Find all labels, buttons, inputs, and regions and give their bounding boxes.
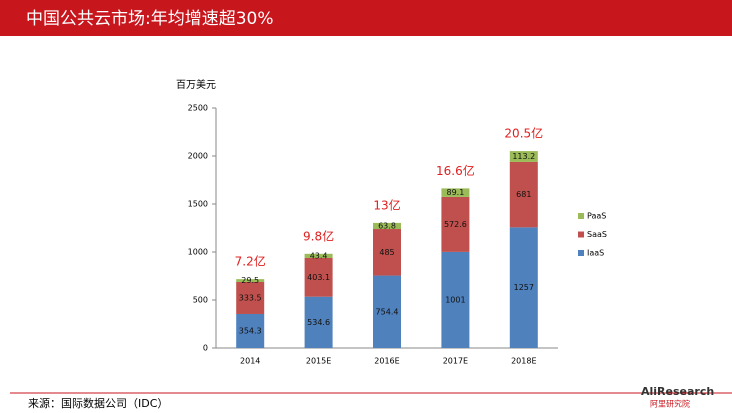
legend-swatch — [578, 213, 584, 219]
x-tick-label: 2014 — [240, 357, 260, 366]
total-annotation: 13亿 — [373, 197, 400, 212]
data-label: 354.3 — [239, 326, 262, 335]
data-label: 403.1 — [307, 273, 330, 282]
legend-swatch — [578, 231, 584, 238]
total-annotation: 7.2亿 — [235, 254, 266, 269]
bar-segment — [304, 253, 333, 258]
legend-label: PaaS — [587, 212, 606, 221]
y-tick-label: 1000 — [188, 248, 208, 257]
bar-segment — [373, 222, 401, 230]
total-annotation: 20.5亿 — [504, 126, 543, 141]
data-label: 43.4 — [310, 251, 328, 260]
bar-segment — [509, 161, 538, 228]
total-annotation: 16.6亿 — [436, 163, 475, 178]
data-label: 1257 — [514, 283, 534, 292]
legend-label: IaaS — [587, 249, 604, 258]
y-tick-label: 500 — [193, 296, 208, 305]
data-label: 754.4 — [376, 307, 399, 316]
data-label: 534.6 — [307, 318, 330, 327]
bar-segment — [509, 227, 538, 348]
data-label: 113.2 — [512, 152, 535, 161]
data-label: 572.6 — [444, 220, 467, 229]
bar-segment — [236, 313, 265, 348]
bar-segment — [441, 251, 470, 348]
data-label: 63.8 — [378, 221, 396, 230]
x-tick-label: 2017E — [443, 357, 468, 366]
total-annotation: 9.8亿 — [303, 228, 334, 243]
bar-segment — [236, 281, 265, 314]
data-label: 29.5 — [241, 276, 259, 285]
bar-segment — [304, 296, 333, 348]
data-label: 1001 — [445, 295, 465, 304]
bar-segment — [441, 196, 470, 252]
logo-subtitle: 阿里研究院 — [650, 399, 690, 409]
slide-title: 中国公共云市场:年均增速超30% — [26, 9, 274, 29]
x-tick-label: 2015E — [306, 357, 331, 366]
logo-brand: AliResearch — [641, 385, 714, 398]
y-tick-label: 0 — [203, 344, 208, 353]
y-tick-label: 2500 — [188, 104, 208, 113]
bar-segment — [373, 229, 401, 276]
data-label: 89.1 — [446, 188, 464, 197]
bar-segment — [373, 275, 401, 348]
x-tick-label: 2018E — [511, 357, 536, 366]
source: 来源：国际数据公司（IDC） — [28, 396, 168, 410]
x-tick-label: 2016E — [374, 357, 399, 366]
bar-segment — [441, 188, 470, 197]
bar-segment — [304, 257, 333, 297]
bar-segment — [236, 279, 265, 282]
data-label: 485 — [379, 248, 394, 257]
data-label: 681 — [516, 190, 531, 199]
y-axis-label: 百万美元 — [176, 78, 216, 91]
legend-label: SaaS — [587, 230, 607, 239]
y-tick-label: 2000 — [188, 152, 208, 161]
legend-swatch — [578, 250, 584, 256]
y-tick-label: 1500 — [188, 200, 208, 209]
data-label: 333.5 — [239, 293, 262, 302]
bar-segment — [509, 151, 538, 162]
header-bar — [0, 0, 732, 36]
